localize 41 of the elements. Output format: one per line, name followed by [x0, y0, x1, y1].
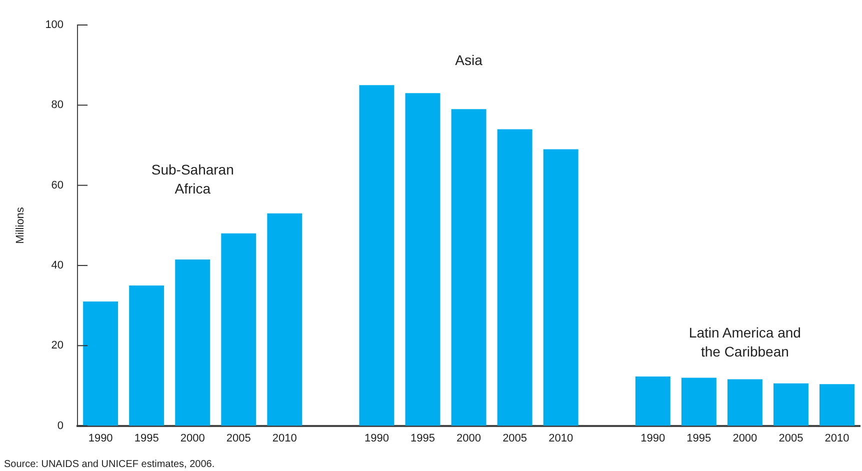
x-tick-label: 2000	[732, 432, 758, 444]
bar	[727, 379, 762, 426]
bar	[543, 149, 578, 426]
x-tick-label: 2010	[548, 432, 574, 444]
annotation: Sub-Saharan Africa	[151, 161, 234, 196]
annotation: Asia	[455, 52, 483, 68]
x-tick-label: 1995	[410, 432, 435, 444]
bar	[221, 233, 256, 426]
y-tick-label: 100	[45, 19, 64, 32]
bar	[681, 378, 716, 426]
bar	[129, 286, 164, 426]
x-tick-label: 2010	[272, 432, 297, 444]
x-tick-label: 1995	[686, 432, 712, 444]
y-tick-label: 80	[51, 99, 64, 112]
bar	[83, 302, 118, 426]
x-tick-label: 2005	[226, 432, 251, 444]
x-tick-label: 1990	[88, 432, 113, 444]
y-tick-label: 0	[57, 420, 64, 432]
bar	[635, 376, 670, 426]
x-tick-label: 2005	[502, 432, 528, 444]
bar	[359, 85, 394, 426]
bar	[267, 213, 302, 426]
bar	[497, 129, 532, 426]
x-tick-label: 1990	[364, 432, 389, 444]
y-tick-label: 40	[51, 260, 64, 272]
y-axis-title: Millions	[14, 206, 27, 244]
x-tick-label: 2000	[180, 432, 205, 444]
annotation: Latin America and the Caribbean	[688, 324, 801, 360]
bar	[175, 259, 210, 426]
bar	[773, 383, 808, 426]
x-tick-label: 2005	[778, 432, 804, 444]
bar	[405, 93, 440, 426]
y-tick-label: 60	[51, 179, 64, 192]
x-tick-label: 2000	[456, 432, 482, 444]
bar	[819, 384, 854, 426]
x-tick-label: 1990	[640, 432, 666, 444]
bar	[451, 109, 486, 426]
y-tick-label: 20	[51, 340, 64, 352]
x-tick-label: 2010	[824, 432, 850, 444]
source-note: Source: UNAIDS and UNICEF estimates, 2006.	[4, 459, 215, 470]
x-tick-label: 1995	[134, 432, 159, 444]
